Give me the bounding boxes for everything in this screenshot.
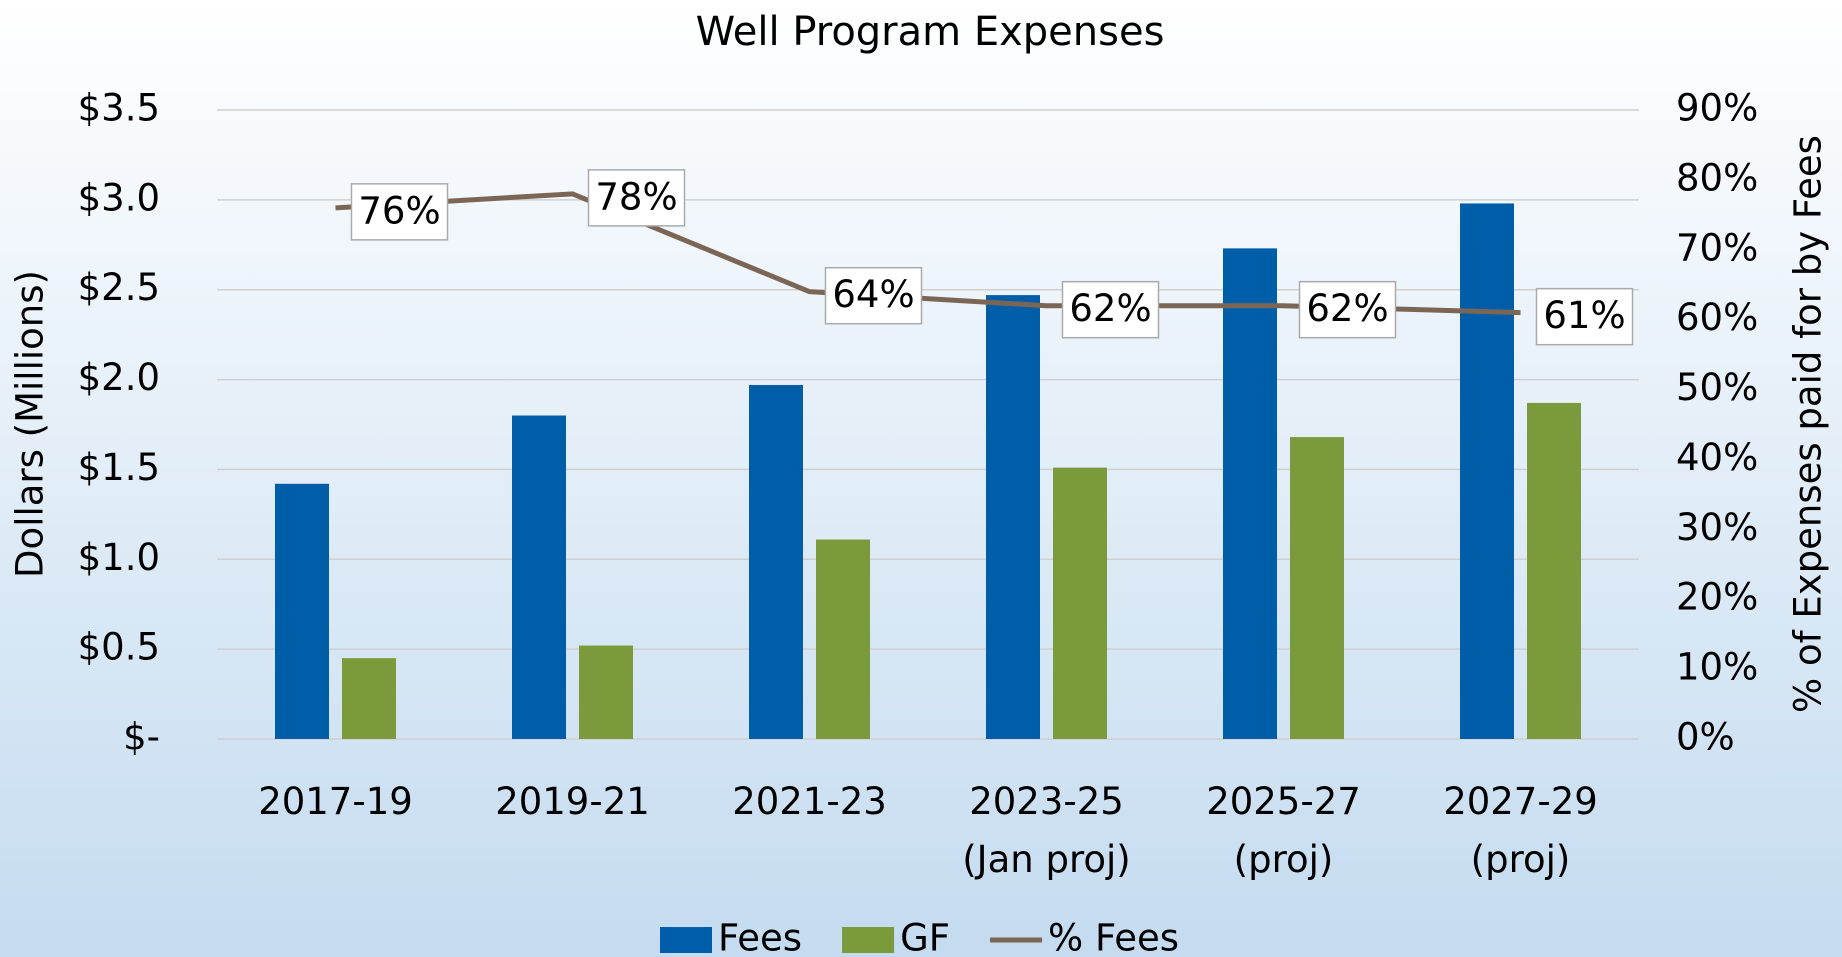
data-label: 64%	[824, 266, 923, 325]
legend-label: GF	[900, 917, 950, 957]
y-axis-label: Dollars (Millions)	[9, 270, 52, 578]
legend-label: Fees	[718, 917, 802, 957]
x-tick-label: 2025-27 (proj)	[1206, 780, 1361, 881]
y2-tick-label: 60%	[1676, 296, 1758, 339]
x-tick-line: 2019-21	[495, 780, 650, 823]
legend-swatch	[660, 927, 712, 953]
x-tick-label: 2027-29 (proj)	[1443, 780, 1598, 881]
data-label: 78%	[587, 169, 686, 227]
y2-tick-label: 50%	[1676, 366, 1758, 409]
y-tick-label: $0.5	[78, 626, 160, 669]
data-label-text: 78%	[595, 175, 677, 218]
data-label-text: 61%	[1543, 294, 1625, 337]
x-tick-line: 2021-23	[732, 780, 887, 823]
y-tick-label: $3.0	[78, 176, 160, 219]
data-label: 61%	[1535, 287, 1634, 346]
data-label-box	[824, 266, 923, 325]
y2-tick-label: 0%	[1676, 716, 1735, 759]
data-label-text: 62%	[1069, 287, 1151, 330]
bar	[816, 539, 870, 739]
y-tick-label: $3.5	[78, 87, 160, 130]
data-label-box	[587, 169, 686, 227]
y-tick-label: $2.5	[78, 266, 160, 309]
data-label-text: 64%	[832, 273, 914, 316]
y2-tick-label: 90%	[1676, 87, 1758, 130]
y2-tick-label: 20%	[1676, 576, 1758, 619]
data-label-box	[1298, 280, 1397, 339]
y-tick-label: $-	[123, 716, 160, 759]
y-tick-label: $1.5	[78, 446, 160, 489]
data-label: 62%	[1061, 280, 1160, 339]
x-tick-label: 2021-23	[732, 780, 887, 823]
data-label-box	[1535, 287, 1634, 346]
x-tick-line: (proj)	[1234, 838, 1334, 881]
bar	[986, 295, 1040, 739]
x-tick-label: 2023-25 (Jan proj)	[962, 780, 1130, 881]
y-tick-label: $2.0	[78, 356, 160, 399]
x-tick-line: 2023-25	[969, 780, 1124, 823]
legend-label: % Fees	[1048, 917, 1179, 957]
bar	[1290, 437, 1344, 739]
y2-tick-label: 80%	[1676, 156, 1758, 199]
x-tick-line: 2017-19	[258, 780, 413, 823]
y-tick-label: $1.0	[78, 536, 160, 579]
bar	[275, 483, 329, 739]
bar	[1053, 467, 1107, 739]
x-tick-line: 2025-27	[1206, 780, 1361, 823]
data-label-box	[1061, 280, 1160, 339]
bar	[512, 415, 566, 739]
y2-tick-label: 10%	[1676, 646, 1758, 689]
data-label-text: 76%	[358, 189, 440, 232]
x-tick-line: 2027-29	[1443, 780, 1598, 823]
chart-title: Well Program Expenses	[696, 9, 1165, 55]
y2-tick-label: 30%	[1676, 506, 1758, 549]
data-label-text: 62%	[1306, 287, 1388, 330]
bar	[579, 645, 633, 739]
legend-swatch	[842, 927, 895, 953]
data-label: 76%	[350, 183, 449, 241]
y2-axis-label: % of Expenses paid for by Fees	[1787, 135, 1830, 713]
y2-tick-label: 40%	[1676, 436, 1758, 479]
x-tick-label: 2017-19	[258, 780, 413, 823]
x-tick-line: (proj)	[1471, 838, 1571, 881]
data-label-box	[350, 183, 449, 241]
bar	[342, 658, 396, 739]
data-label: 62%	[1298, 280, 1397, 339]
x-tick-label: 2019-21	[495, 780, 650, 823]
bar	[1527, 402, 1581, 739]
x-tick-line: (Jan proj)	[962, 838, 1130, 881]
y2-tick-label: 70%	[1676, 226, 1758, 269]
bar	[1223, 248, 1277, 739]
bar	[1460, 203, 1514, 740]
bar	[749, 384, 803, 739]
